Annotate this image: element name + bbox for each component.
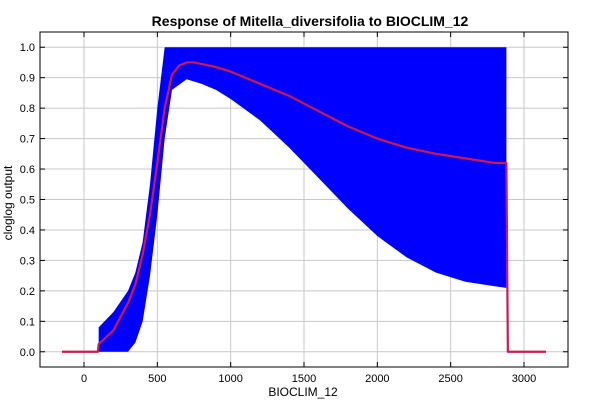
y-tick-label: 0.2 — [20, 286, 35, 298]
x-tick-label: 1000 — [218, 373, 242, 385]
band-area — [98, 47, 507, 352]
y-axis-label: cloglog output — [1, 165, 15, 240]
y-axis-ticks: 0.0 0.1 0.2 0.3 0.4 0.5 0.6 0.7 0.8 0.9 1.0 — [20, 42, 568, 359]
y-tick-label: 0.0 — [20, 347, 35, 359]
y-tick-label: 0.7 — [20, 134, 35, 146]
y-tick-label: 1.0 — [20, 42, 35, 54]
y-tick-label: 0.3 — [20, 255, 35, 267]
mean-response — [62, 61, 546, 353]
y-tick-label: 0.4 — [20, 225, 35, 237]
x-tick-label: 3000 — [512, 373, 536, 385]
y-tick-label: 0.1 — [20, 316, 35, 328]
chart-title: Response of Mitella_diversifolia to BIOC… — [152, 13, 469, 29]
x-tick-label: 2500 — [438, 373, 462, 385]
y-tick-label: 0.6 — [20, 164, 35, 176]
x-tick-label: 500 — [148, 373, 166, 385]
y-tick-label: 0.8 — [20, 103, 35, 115]
x-axis-ticks: 0 500 1000 1500 2000 2500 3000 — [81, 32, 536, 385]
y-tick-label: 0.5 — [20, 195, 35, 207]
mean-line — [62, 61, 546, 353]
x-tick-label: 1500 — [292, 373, 316, 385]
x-tick-label: 0 — [81, 373, 87, 385]
x-axis-label: BIOCLIM_12 — [268, 385, 338, 399]
x-tick-label: 2000 — [365, 373, 389, 385]
confidence-band — [98, 47, 507, 352]
y-tick-label: 0.9 — [20, 73, 35, 85]
